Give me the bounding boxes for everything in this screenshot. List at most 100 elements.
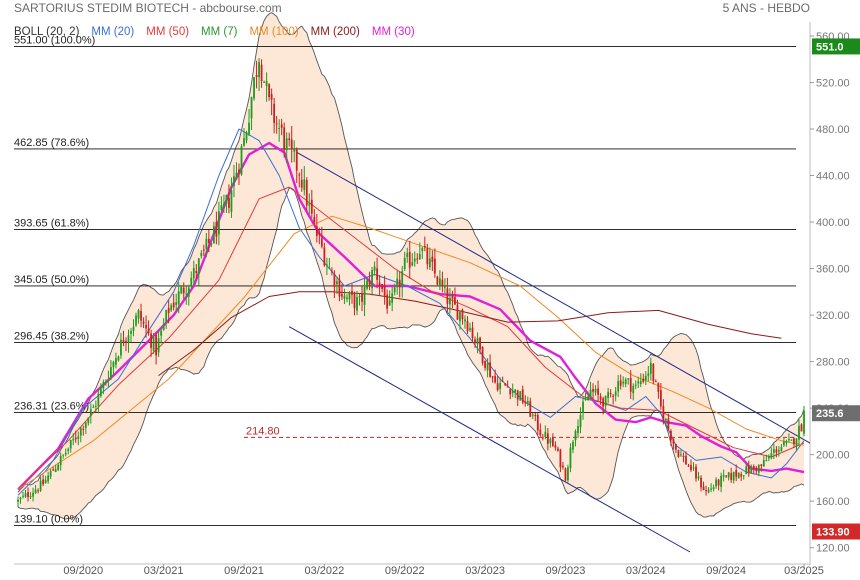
candle-body [263,81,265,83]
candle-body [602,398,605,407]
bollinger-band-fill [18,12,804,519]
candle-body [341,294,343,297]
moving-average-line [17,128,805,496]
trend-channel-upper [296,151,811,444]
legend-item: MM (30) [371,26,415,38]
candle-body [152,337,155,351]
candle-body [353,292,356,309]
candle-body [690,465,692,471]
candle-body [396,278,399,287]
candle-body [115,358,117,365]
candle-body [333,274,336,287]
candle-body [79,427,82,436]
candle-body [197,258,200,274]
candle-body [772,449,775,453]
candle-body [200,252,203,257]
candle-body [474,339,476,343]
candle-body [577,426,579,434]
price-tag-box [812,405,860,422]
candle-body [587,396,589,401]
candle-body [461,309,464,320]
candle-body [634,384,637,386]
candle-body [250,97,253,119]
candle-body [624,379,627,385]
candle-body [238,169,240,173]
candle-body [446,288,449,304]
candle-body [371,270,373,289]
candle-body [740,474,743,477]
candle-body [260,64,263,82]
legend: BOLL (20, 2) MM (20) MM (50) MM (7) MM (100)… [14,26,415,38]
candle-body [722,474,725,477]
candle-body [192,268,195,279]
candle-body [798,425,800,440]
candle-body [750,466,753,474]
candle-body [320,238,323,247]
candle-body [235,172,238,179]
legend-item: BOLL (20, 2) [14,26,80,38]
candle-body [47,475,50,482]
candle-body [459,311,461,322]
candle-body [609,392,612,394]
candle-body [514,389,517,393]
price-tag-box [812,38,860,55]
price-tag-label: 235.6 [816,408,844,420]
y-tick-label: 480.00 [816,124,850,136]
fibonacci-level-label: 462.85 (78.6%) [14,137,89,149]
candle-body [24,493,27,497]
candle-body [654,381,657,383]
candle-body [418,253,421,260]
candle-body [785,440,788,443]
candle-body [494,375,497,383]
candle-body [202,249,205,251]
candle-body [381,284,384,289]
candle-body [215,221,218,237]
candle-body [574,431,577,441]
candle-body [592,389,594,392]
candle-body [546,433,549,444]
candle-body [421,247,424,252]
candle-body [705,490,707,492]
candle-body [451,296,454,299]
y-tick-label: 120.00 [816,543,850,555]
candle-body [428,258,431,268]
candle-body [569,447,572,469]
candles [17,58,805,507]
candle-body [531,414,534,416]
candle-body [125,340,127,342]
legend-item: MM (50) [146,26,190,38]
candle-body [637,381,640,384]
candle-body [735,470,738,477]
candle-body [175,302,178,306]
candle-body [37,490,39,492]
candle-body [408,251,411,268]
candle-body [584,398,587,401]
candle-body [687,465,690,467]
candle-body [554,445,557,448]
candle-body [509,389,512,395]
candle-body [677,450,680,457]
candle-body [551,437,554,447]
candle-body [147,329,150,334]
candle-body [579,414,582,428]
candle-body [557,448,559,451]
candle-body [745,466,748,475]
candle-body [220,205,223,210]
candle-body [285,138,288,151]
candle-body [386,294,389,309]
candle-body [662,406,665,421]
candle-body [388,300,391,306]
candle-body [217,211,220,235]
candle-body [489,362,492,377]
fibonacci-level-label: 345.05 (50.0%) [14,274,89,286]
candle-body [112,361,115,368]
candle-body [64,452,67,455]
candle-body [42,479,45,485]
candle-body [273,103,276,123]
candle-body [270,94,273,100]
candle-body [572,441,574,450]
candle-body [496,383,499,391]
candle-body [212,225,215,244]
candle-body [233,176,235,187]
candle-body [225,194,228,204]
